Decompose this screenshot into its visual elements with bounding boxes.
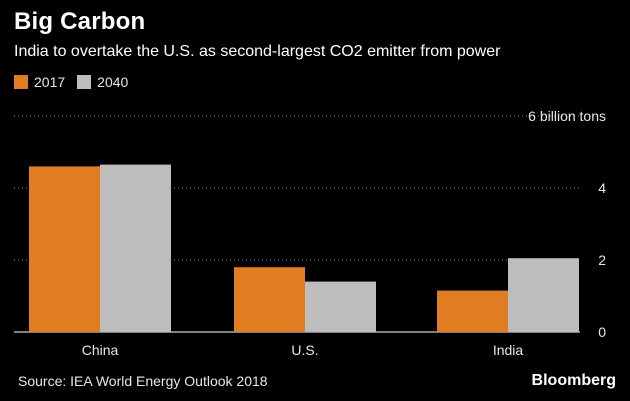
bar-india-2040 <box>508 258 579 332</box>
bar-us-2040 <box>305 281 376 332</box>
x-tick-label-us: U.S. <box>291 342 318 358</box>
legend-swatch-2017 <box>14 75 28 89</box>
y-tick-label-0: 0 <box>598 324 606 340</box>
legend-label-2040: 2040 <box>97 74 129 90</box>
x-tick-label-india: India <box>493 342 524 358</box>
bar-china-2040 <box>100 164 171 332</box>
bloomberg-logo: Bloomberg <box>531 372 616 389</box>
x-tick-label-china: China <box>82 342 119 358</box>
legend-item-2040: 2040 <box>77 74 128 90</box>
y-tick-label-2: 2 <box>598 252 606 268</box>
legend-label-2017: 2017 <box>34 74 66 90</box>
chart-title: Big Carbon <box>14 8 146 35</box>
legend: 2017 2040 <box>14 74 140 90</box>
bar-us-2017 <box>234 267 305 332</box>
y-tick-label-6: 6 billion tons <box>528 108 606 124</box>
bar-china-2017 <box>29 166 100 332</box>
bar-india-2017 <box>437 290 508 332</box>
legend-item-2017: 2017 <box>14 74 65 90</box>
y-tick-label-4: 4 <box>598 180 606 196</box>
legend-swatch-2040 <box>77 75 92 89</box>
chart-subtitle: India to overtake the U.S. as second-lar… <box>14 43 501 60</box>
source-note: Source: IEA World Energy Outlook 2018 <box>18 373 268 389</box>
